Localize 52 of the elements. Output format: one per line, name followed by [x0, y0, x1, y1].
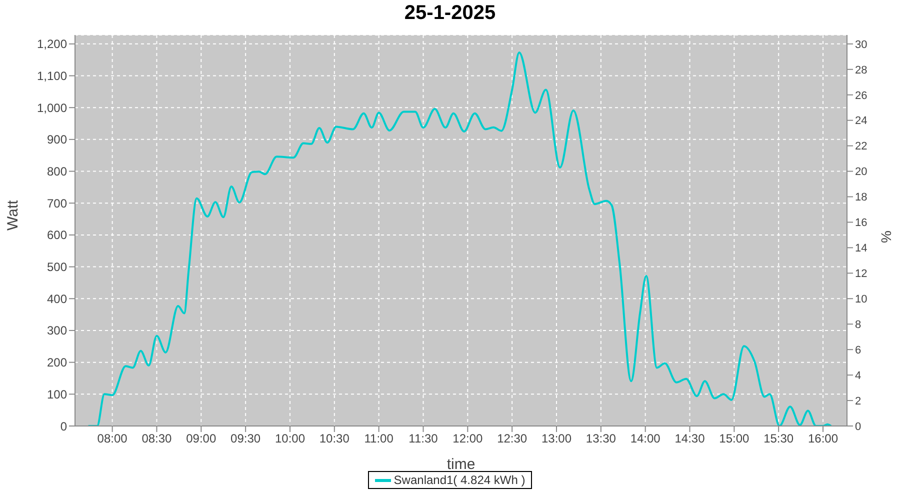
y-tick-label: 700	[46, 196, 68, 210]
x-tick-label: 09:00	[186, 432, 216, 446]
x-tick-label: 16:00	[808, 432, 838, 446]
y2-tick-label: 20	[855, 166, 868, 178]
y2-tick-label: 8	[855, 319, 862, 332]
y-tick-label: 400	[46, 292, 68, 306]
x-tick-label: 10:30	[319, 432, 350, 446]
y2-tick-label: 14	[855, 242, 868, 255]
x-axis-title: time	[446, 456, 476, 473]
y-tick-label: 1,000	[36, 100, 68, 115]
y2-tick-label: 4	[855, 370, 862, 382]
y2-tick-label: 22	[855, 140, 868, 153]
y2-tick-label: 24	[855, 115, 868, 128]
x-tick-label: 15:00	[719, 432, 750, 446]
line-series	[87, 52, 832, 426]
y2-tick-label: 30	[855, 38, 868, 51]
x-tick-label: 14:00	[630, 432, 661, 446]
y-tick-label: 100	[46, 387, 68, 402]
y-tick-label: 0	[60, 419, 68, 434]
y2-tick-label: 28	[855, 64, 868, 76]
x-tick-label: 12:30	[497, 432, 528, 446]
x-tick-label: 13:00	[541, 432, 572, 446]
x-tick-label: 11:30	[408, 432, 438, 446]
y2-axis-title: %	[878, 230, 894, 243]
chart-title: 25-1-2025	[403, 2, 497, 25]
x-tick-label: 10:00	[274, 432, 306, 446]
y-tick-label: 800	[46, 164, 68, 179]
x-tick-label: 13:30	[586, 432, 616, 446]
y2-tick-label: 12	[855, 268, 868, 280]
y2-tick-label: 6	[855, 344, 862, 356]
x-tick-label: 08:00	[97, 432, 128, 446]
y2-tick-label: 0	[855, 420, 862, 433]
y-tick-label: 900	[46, 132, 68, 147]
y2-tick-label: 16	[855, 217, 868, 230]
y2-tick-label: 10	[855, 294, 868, 306]
y-tick-label: 300	[46, 324, 68, 338]
y-tick-label: 500	[46, 260, 68, 274]
y-tick-label: 1,100	[36, 69, 68, 84]
y2-tick-label: 2	[855, 395, 862, 408]
y-axis-title: Watt	[4, 199, 22, 230]
y-tick-label: 600	[46, 228, 68, 242]
y2-tick-label: 18	[855, 192, 868, 204]
y-tick-label: 1,200	[36, 37, 68, 52]
x-tick-label: 11:00	[364, 432, 394, 446]
x-tick-label: 14:30	[674, 432, 706, 446]
x-tick-label: 12:00	[452, 432, 484, 446]
legend-label: Swanland1( 4.824 kWh )	[394, 473, 526, 487]
x-tick-label: 15:30	[764, 432, 794, 446]
x-tick-label: 09:30	[230, 432, 261, 446]
x-tick-label: 08:30	[142, 432, 172, 446]
y2-tick-label: 26	[855, 90, 868, 102]
y-tick-label: 200	[46, 356, 68, 370]
